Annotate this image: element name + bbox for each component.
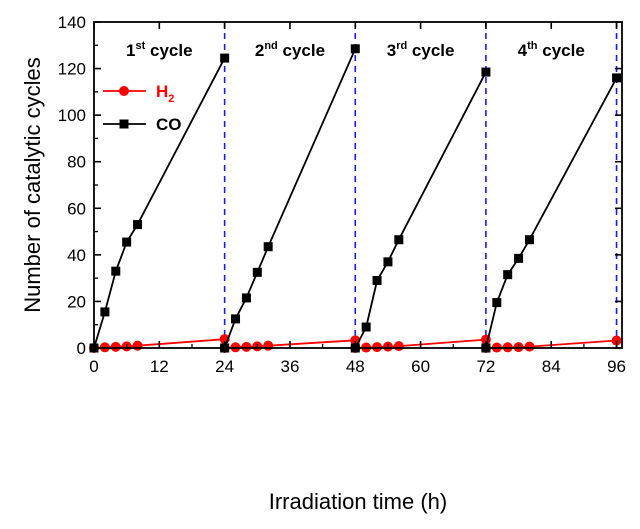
cycle-label: 2nd cycle <box>255 40 325 60</box>
y-tick-label: 120 <box>58 60 86 79</box>
data-point <box>393 341 404 352</box>
data-point <box>503 270 513 280</box>
cycle-ordinal: 1 <box>126 41 135 60</box>
x-tick-label: 60 <box>411 357 430 376</box>
legend-h2-subscript: 2 <box>168 93 174 105</box>
data-point <box>241 293 251 303</box>
data-point <box>524 341 535 352</box>
cycle-word: cycle <box>278 41 325 60</box>
cycle-ordinal: 3 <box>387 41 396 60</box>
data-point <box>524 235 534 245</box>
data-point <box>111 266 121 276</box>
cycle-word: cycle <box>145 41 192 60</box>
data-point <box>612 73 622 83</box>
x-tick-label: 72 <box>476 357 495 376</box>
data-point <box>611 335 622 346</box>
x-tick-label: 12 <box>150 357 169 376</box>
x-tick-label: 96 <box>607 357 626 376</box>
cycle-ordinal: 2 <box>255 41 264 60</box>
cycle-label: 3rd cycle <box>387 40 455 60</box>
y-axis-title: Number of catalytic cycles <box>20 57 45 313</box>
legend-co-marker <box>119 119 129 129</box>
data-point <box>241 341 252 352</box>
x-tick-label: 0 <box>89 357 98 376</box>
data-point <box>133 220 143 230</box>
cycle-ordinal-suffix: st <box>136 40 146 52</box>
data-point <box>481 67 491 77</box>
cycle-ordinal: 4 <box>518 41 528 60</box>
data-point <box>514 253 524 263</box>
series-line <box>354 71 487 349</box>
y-tick-label: 0 <box>77 339 86 358</box>
data-point <box>132 340 143 351</box>
data-point <box>394 235 404 245</box>
data-point <box>361 322 371 332</box>
data-point <box>492 298 502 308</box>
cycle-dividers <box>223 22 618 348</box>
y-tick-label: 140 <box>58 13 86 32</box>
x-tick-label: 84 <box>542 357 561 376</box>
y-tick-label: 100 <box>58 106 86 125</box>
series-line <box>223 48 357 349</box>
y-tick-label: 60 <box>67 199 86 218</box>
cycle-word: cycle <box>407 41 454 60</box>
data-point <box>383 257 393 267</box>
series-layer <box>89 44 622 353</box>
cycle-ordinal-suffix: nd <box>264 40 277 52</box>
x-tick-label: 24 <box>215 357 234 376</box>
legend: H2 CO <box>103 82 182 134</box>
data-point <box>110 341 121 352</box>
y-tick-label: 40 <box>67 246 86 265</box>
data-point <box>231 314 241 324</box>
cycle-label: 1st cycle <box>126 40 193 60</box>
data-point <box>122 237 132 247</box>
legend-co-label: CO <box>156 115 182 134</box>
legend-h2-marker <box>119 86 129 96</box>
cycle-label: 4th cycle <box>518 40 585 60</box>
data-point <box>252 267 262 277</box>
data-point <box>100 307 110 317</box>
plot-frame <box>93 21 623 349</box>
legend-h2-main: H <box>156 82 168 101</box>
cycle-ordinal-suffix: rd <box>396 40 407 52</box>
legend-h2-label: H2 <box>156 82 174 105</box>
cycle-ordinal-suffix: th <box>527 40 538 52</box>
series-co <box>89 44 622 353</box>
data-point <box>372 342 383 353</box>
y-tick-label: 20 <box>67 292 86 311</box>
series-line <box>93 57 226 349</box>
y-tick-label: 80 <box>67 153 86 172</box>
data-point <box>350 44 360 54</box>
x-tick-label: 36 <box>280 357 299 376</box>
data-point <box>263 340 274 351</box>
x-axis-title: Irradiation time (h) <box>269 489 448 514</box>
cycle-labels: 1st cycle 2nd cycle 3rd cycle 4th cycle <box>126 40 585 60</box>
cycle-word: cycle <box>538 41 585 60</box>
data-point <box>220 53 230 63</box>
series-line <box>485 77 618 349</box>
data-point <box>263 242 273 252</box>
x-tick-label: 48 <box>346 357 365 376</box>
data-point <box>372 275 382 285</box>
